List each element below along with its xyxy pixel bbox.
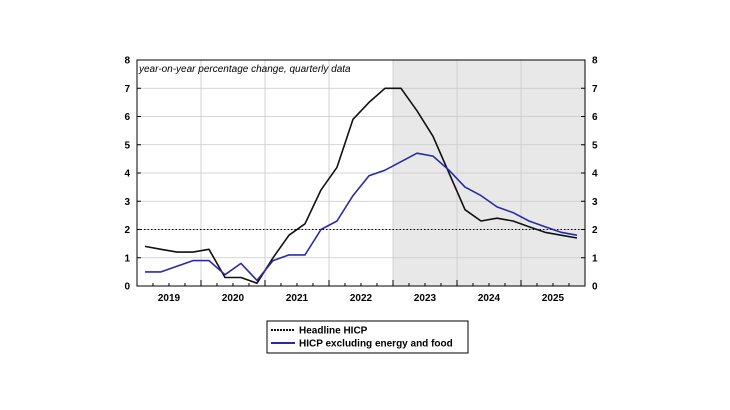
y-tick-label-left: 4 — [124, 169, 130, 180]
legend-box — [266, 320, 469, 354]
axis-ticks: 0 0 1 1 2 2 3 3 4 4 5 5 6 6 7 7 8 8 2019 2020 2021 2022 2023 20… — [124, 56, 598, 305]
x-tick-label: 2025 — [542, 293, 565, 304]
series-line-1 — [145, 152, 578, 282]
y-tick-label-right: 8 — [592, 56, 598, 67]
y-tick-label-left: 1 — [124, 253, 130, 264]
y-tick-label-right: 3 — [592, 197, 598, 208]
legend-label-1: HICP excluding energy and food — [299, 339, 453, 350]
y-tick-label-left: 5 — [124, 140, 130, 151]
series-lines — [144, 87, 578, 285]
y-tick-label-left: 3 — [124, 197, 130, 208]
x-tick-label: 2020 — [222, 293, 245, 304]
x-tick-label: 2024 — [478, 293, 501, 304]
y-tick-label-left: 6 — [124, 112, 130, 123]
y-tick-label-right: 7 — [592, 84, 598, 95]
y-tick-label-right: 0 — [592, 282, 598, 293]
x-tick-label: 2022 — [350, 293, 373, 304]
y-tick-label-left: 7 — [124, 84, 130, 95]
y-tick-label-right: 2 — [592, 225, 598, 236]
x-tick-label: 2023 — [414, 293, 437, 304]
y-tick-label-right: 6 — [592, 112, 598, 123]
y-tick-label-left: 2 — [124, 225, 130, 236]
y-tick-label-right: 1 — [592, 253, 598, 264]
legend-label-0: Headline HICP — [299, 326, 368, 337]
x-tick-label: 2021 — [286, 293, 309, 304]
x-tick-label: 2019 — [158, 293, 181, 304]
y-tick-label-right: 5 — [592, 140, 598, 151]
chart-note: year-on-year percentage change, quarterl… — [138, 64, 351, 75]
series-line-0 — [144, 87, 578, 285]
legend: Headline HICP HICP excluding energy and f… — [266, 320, 469, 354]
y-tick-label-left: 8 — [124, 56, 130, 67]
y-tick-label-left: 0 — [124, 282, 130, 293]
y-tick-label-right: 4 — [592, 169, 598, 180]
